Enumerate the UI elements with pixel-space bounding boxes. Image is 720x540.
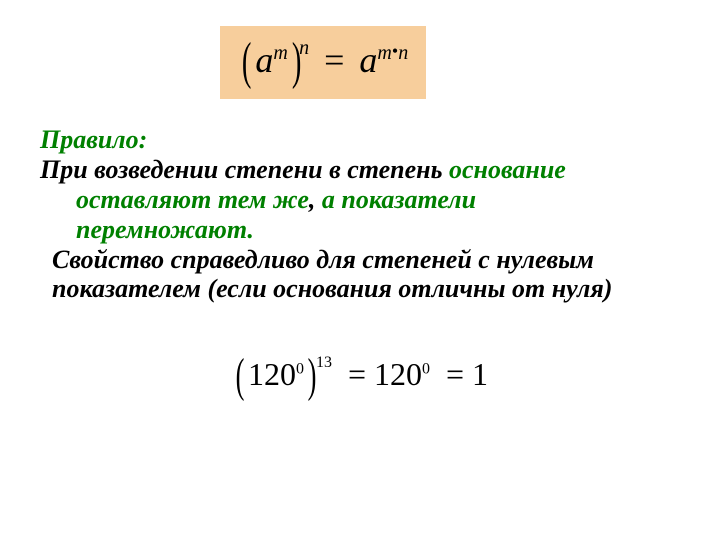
ex-equals-1: = [348,356,366,392]
main-formula: (am)n = am•n [238,40,408,80]
rule-line5: показателем (если основания отличны от н… [52,274,612,303]
rule-line1-pre: При возведении степени в степень [40,155,449,184]
rule-line3: перемножают. [76,215,254,244]
ex-base: 120 [248,356,296,392]
base-a: a [255,40,273,80]
example-formula: (1200)13 =1200 =1 [232,356,488,392]
ex-equals-2: = [446,356,464,392]
ex-mid-exp: 0 [422,361,430,378]
ex-left-paren: ( [236,348,245,403]
ex-outer-exp: 13 [316,354,332,371]
example-formula-wrap: (1200)13 =1200 =1 [40,348,680,403]
rule-label: Правило: [40,125,147,154]
rule-line1-base: основание [449,155,566,184]
main-formula-box: (am)n = am•n [220,26,426,99]
rule-line2-green: оставляют тем же [76,185,309,214]
ex-inner-exp: 0 [296,361,304,378]
rule-line2-comma: , [309,185,322,214]
rhs-base: a [359,40,377,80]
right-paren: ) [292,32,302,91]
rule-text-block: Правило: При возведении степени в степен… [40,125,680,304]
ex-right-paren: ) [308,348,317,403]
rule-line4: Свойство справедливо для степеней с нуле… [52,245,594,274]
rhs-exp: m•n [377,42,408,64]
ex-mid-base: 120 [374,356,422,392]
left-paren: ( [242,32,252,91]
slide-container: (am)n = am•n Правило: При возведении сте… [0,0,720,423]
equals-sign: = [324,40,344,80]
ex-final: 1 [472,356,488,392]
inner-exp-m: m [273,42,287,64]
rule-line2-rest: а показатели [322,185,476,214]
